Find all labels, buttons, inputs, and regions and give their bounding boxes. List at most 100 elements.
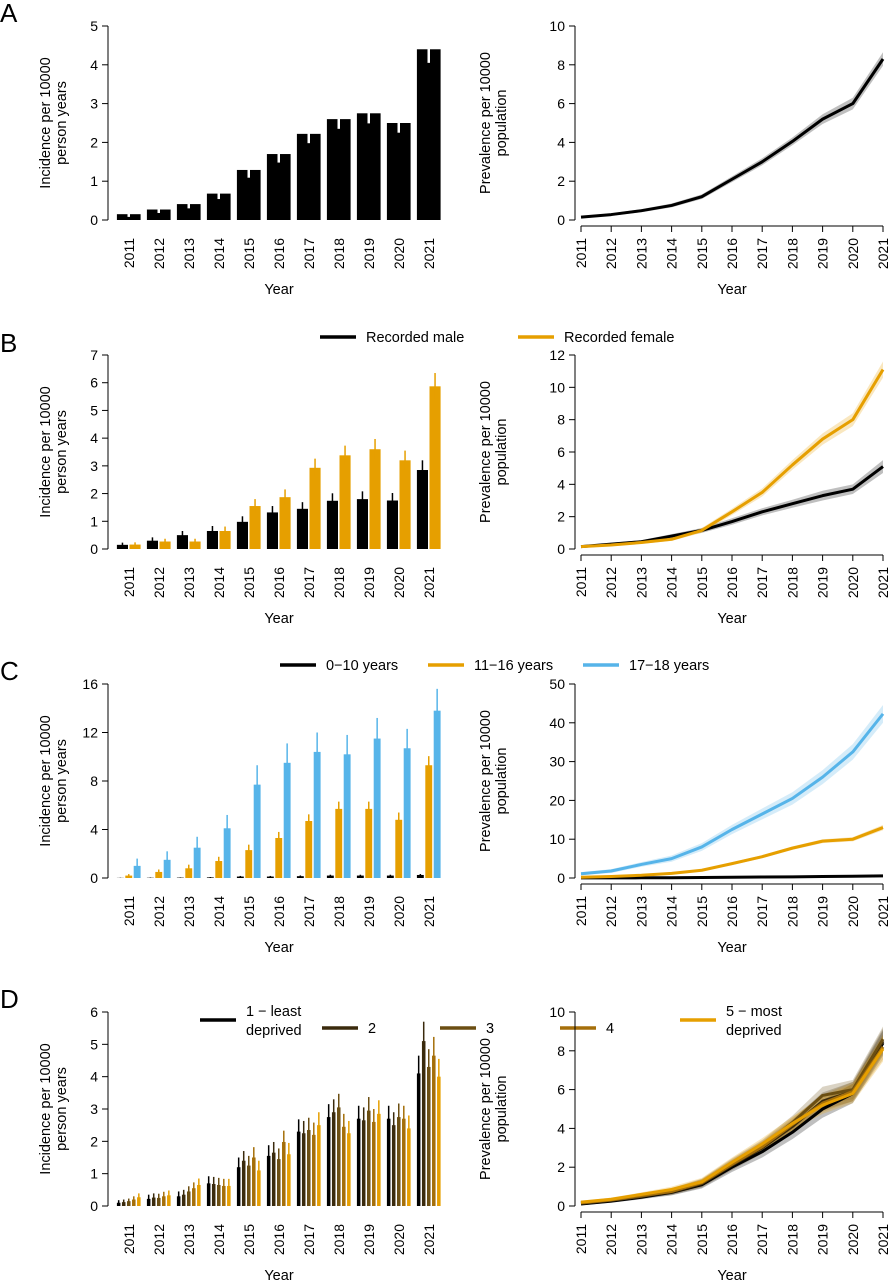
bar [425,765,433,878]
bar [197,1184,201,1206]
x-tick-label: 2016 [271,238,287,269]
x-tick-label: 2014 [211,567,227,598]
panel-label-c: C [0,656,19,686]
x-tick-label: 2019 [815,238,831,269]
bar [313,751,321,878]
bar [317,1125,321,1206]
bar [326,1117,331,1206]
x-tick-label: 2015 [241,238,257,269]
bar [433,710,441,878]
legend-label: 3 [486,1021,494,1037]
bar [335,808,343,878]
x-tick-label: 2014 [211,1224,227,1255]
y-tick-label: 40 [549,715,565,731]
bar [312,1134,316,1206]
legend-label: 5 − most [726,1004,782,1020]
x-tick-label: 2015 [694,567,710,598]
bar [372,1121,376,1206]
prevalence-chart-d: 0 2 4 6 8 10 Prevalence per 10000population 201… [478,1004,889,1280]
x-tick-label: 2020 [845,238,861,269]
x-tick-label: 2019 [361,896,377,927]
y-tick-label: 2 [90,486,98,502]
x-tick-label: 2012 [151,1224,167,1255]
bar [146,209,171,220]
bar [386,123,411,220]
x-tick-label: 2020 [845,567,861,598]
y-tick-label: 0 [90,541,98,557]
x-tick-label: 2011 [573,1224,589,1254]
x-tick-label: 2018 [784,896,800,927]
bar [186,1191,191,1206]
y-axis-label-line: population [494,419,510,486]
bar [326,119,351,220]
x-tick-label: 2013 [633,567,649,598]
y-axis-label-line: Incidence per 10000 [38,715,54,846]
x-tick-label: 2020 [845,896,861,927]
y-tick-label: 2 [557,509,565,525]
y-tick-label: 4 [90,822,98,838]
bar [373,738,381,878]
x-axis-label: Year [717,282,746,298]
y-tick-label: 0 [557,870,565,886]
bar [326,875,334,878]
bar [365,808,373,878]
y-axis-label-line: person years [54,1067,70,1151]
bar [279,497,291,549]
y-axis-label-line: person years [54,81,70,165]
y-tick-label: 3 [90,1101,98,1117]
bar [296,133,321,220]
y-axis-label-line: population [494,1076,510,1143]
legend-label: Recorded male [366,330,464,346]
series-line [580,874,884,880]
bar [253,784,261,878]
x-tick-label: 2021 [875,1224,889,1255]
confidence-band [581,1030,883,1206]
bar [222,1185,226,1206]
series-line [580,826,884,879]
y-tick-label: 8 [557,1043,565,1059]
y-tick-label: 4 [557,1120,565,1136]
y-tick-label: 20 [549,792,565,808]
y-tick-label: 1 [90,1166,98,1182]
x-tick-label: 2014 [211,896,227,927]
bar [219,530,231,549]
bar [296,876,304,878]
y-axis-label-line: Prevalence per 10000 [478,52,494,194]
series-line [580,712,885,876]
y-tick-label: 12 [549,347,565,363]
x-tick-label: 2018 [784,567,800,598]
x-tick-label: 2013 [181,567,197,598]
bar [206,530,218,549]
x-axis-label: Year [264,1268,293,1280]
bar [249,506,261,549]
bar [347,1133,351,1206]
y-tick-label: 0 [90,1198,98,1214]
y-tick-label: 10 [549,831,565,847]
x-tick-label: 2016 [271,1224,287,1255]
x-tick-label: 2012 [151,896,167,927]
x-tick-label: 2015 [694,1224,710,1255]
x-tick-label: 2011 [121,238,137,268]
x-tick-label: 2020 [391,1224,407,1255]
y-tick-label: 2 [90,1133,98,1149]
legend-label: 2 [368,1021,376,1037]
bar [257,1170,261,1206]
confidence-band [581,1036,883,1204]
incidence-chart-b: 0 1 2 3 4 5 6 7 Incidence per 10000person years 2… [38,347,441,627]
bar [215,861,223,878]
x-tick-label: 2019 [361,1224,377,1255]
x-tick-label: 2012 [151,238,167,269]
y-tick-label: 4 [557,476,565,492]
x-tick-label: 2020 [845,1224,861,1255]
legend-label: 0−10 years [326,658,398,674]
bar [282,1141,286,1206]
y-tick-label: 0 [90,870,98,886]
bar [395,819,403,878]
y-axis-label: Prevalence per 10000population [478,381,510,523]
y-tick-label: 16 [82,676,98,692]
bar [276,1159,281,1206]
y-tick-label: 10 [549,379,565,395]
confidence-band [581,1026,883,1205]
x-tick-label: 2013 [633,896,649,927]
x-tick-label: 2017 [301,1224,317,1255]
